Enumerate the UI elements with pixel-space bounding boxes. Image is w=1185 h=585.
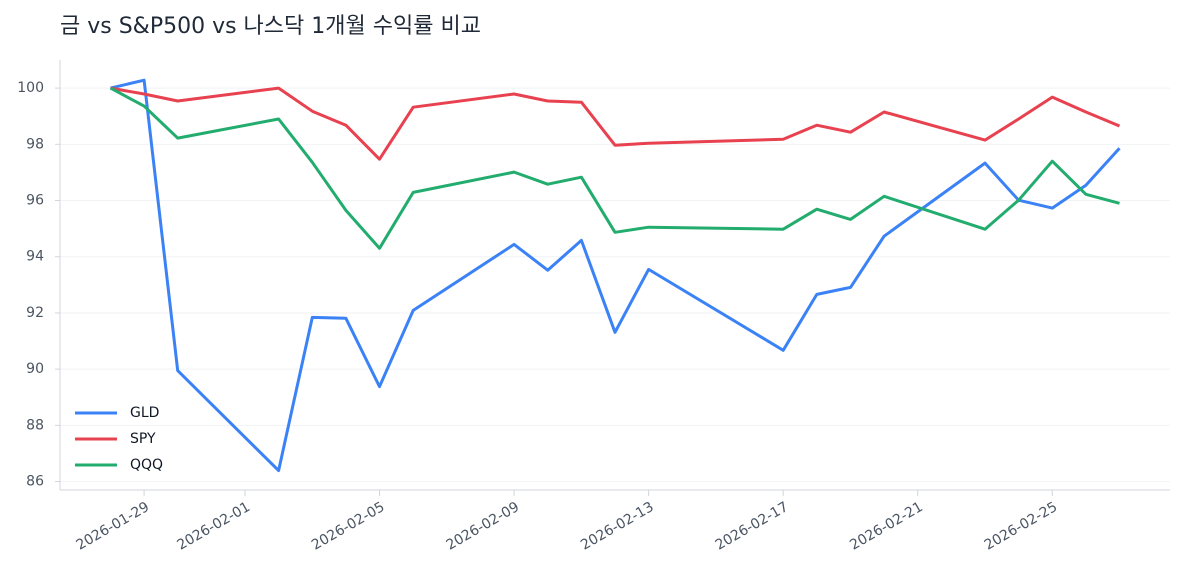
legend-label: SPY: [130, 431, 156, 447]
y-tick-label: 96: [26, 193, 44, 209]
y-tick-label: 88: [26, 417, 44, 433]
x-tick-label: 2026-02-01: [175, 499, 253, 554]
legend-label: GLD: [130, 405, 159, 421]
y-tick-label: 94: [26, 249, 44, 265]
x-tick-label: 2026-02-17: [713, 499, 791, 554]
x-tick-label: 2026-02-09: [444, 499, 522, 554]
y-tick-label: 100: [17, 80, 44, 96]
y-tick-label: 92: [26, 305, 44, 321]
x-tick-label: 2026-02-13: [578, 499, 656, 554]
series-line: [109, 86, 1120, 250]
series-line: [110, 78, 1121, 473]
x-tick-label: 2026-02-05: [309, 499, 387, 554]
y-tick-label: 90: [26, 361, 44, 377]
chart-title: 금 vs S&P500 vs 나스닥 1개월 수익률 비교: [60, 14, 481, 39]
legend-label: QQQ: [130, 457, 163, 473]
y-tick-label: 98: [26, 136, 44, 152]
x-tick-label: 2026-01-29: [74, 499, 152, 554]
y-tick-label: 86: [26, 474, 44, 490]
series-line: [110, 86, 1121, 161]
x-tick-label: 2026-02-25: [982, 499, 1060, 554]
x-tick-label: 2026-02-21: [847, 499, 925, 554]
